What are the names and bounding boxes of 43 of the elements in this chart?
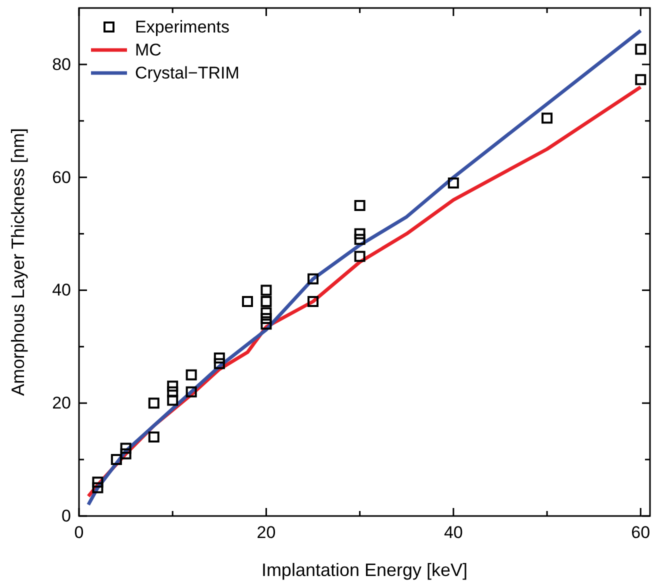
point — [167, 380, 178, 392]
point — [260, 284, 272, 296]
x-tick-label: 20 — [256, 523, 276, 542]
point — [92, 482, 104, 494]
x-tick-label: 60 — [631, 523, 650, 542]
point — [214, 352, 225, 364]
point — [186, 369, 197, 380]
point — [308, 273, 319, 284]
legend-label: MC — [135, 40, 162, 60]
point — [448, 177, 459, 188]
point — [120, 448, 132, 460]
point — [635, 44, 646, 55]
x-tick-label: 0 — [74, 523, 84, 542]
point — [354, 250, 366, 262]
legend-label: Crystal−TRIM — [135, 64, 240, 82]
point — [92, 476, 104, 488]
point — [148, 431, 160, 442]
point — [260, 307, 272, 318]
point — [354, 200, 366, 212]
point — [167, 394, 178, 406]
y-tick-label: 20 — [52, 394, 71, 413]
y-tick-label: 40 — [52, 280, 71, 300]
y-tick-label: 60 — [52, 168, 71, 187]
point — [308, 296, 319, 308]
point — [260, 296, 272, 308]
point — [542, 112, 553, 124]
point — [167, 386, 178, 398]
point — [214, 358, 225, 370]
point — [148, 398, 160, 409]
point — [120, 442, 132, 454]
point — [354, 234, 366, 245]
point — [260, 318, 272, 330]
y-tick-label: 80 — [52, 54, 71, 74]
point — [354, 228, 366, 240]
point — [635, 74, 646, 86]
x-axis-title: Implantation Energy [keV] — [261, 560, 468, 580]
point — [242, 296, 253, 308]
point — [186, 386, 197, 398]
y-axis-title: Amorphous Layer Thickness [nm] — [8, 128, 28, 396]
x-tick-label: 40 — [444, 523, 463, 542]
point — [110, 454, 122, 466]
legend-label: Experiments — [135, 18, 230, 36]
y-tick-label: 0 — [62, 506, 71, 526]
